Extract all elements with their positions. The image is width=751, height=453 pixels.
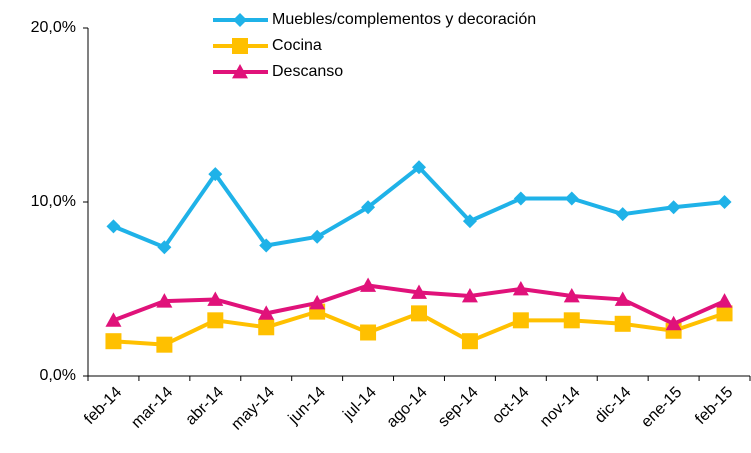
legend-marker [232,64,248,79]
marker [563,312,580,329]
x-tick-label: feb-15 [692,384,736,428]
y-tick-label: 20,0% [31,19,76,36]
marker [310,229,325,244]
x-tick-label: feb-14 [81,384,125,428]
x-tick-label: mar-14 [128,384,176,432]
marker [207,312,224,329]
x-tick-label: nov-14 [537,384,584,431]
marker [156,336,173,353]
x-tick-label: dic-14 [592,384,635,427]
marker [207,291,224,306]
marker [512,312,529,329]
legend-label: Cocina [272,37,322,54]
marker [361,200,376,215]
y-tick-label: 10,0% [31,193,76,210]
x-tick-label: jul-14 [339,384,379,424]
marker [106,219,121,234]
series-line [112,165,725,250]
x-tick-label: abr-14 [182,384,227,429]
marker [717,195,732,209]
marker [105,312,122,327]
marker [309,294,326,310]
marker [513,191,528,206]
legend-marker [232,38,248,54]
marker [462,214,477,229]
x-tick-label: ene-15 [638,384,685,431]
marker [461,287,478,303]
marker [564,191,579,206]
legend-label: Descanso [272,63,343,80]
marker [716,305,733,322]
x-tick-label: jun-14 [285,384,329,428]
marker [563,287,580,303]
marker [614,291,631,306]
marker [360,324,377,341]
x-tick-label: ago-14 [384,384,431,431]
y-tick-label: 0,0% [40,367,76,384]
x-tick-label: may-14 [228,384,278,434]
marker [258,305,275,320]
legend-label: Muebles/complementos y decoración [272,11,536,28]
legend-marker [233,13,247,27]
marker [512,281,529,296]
marker [259,238,274,253]
marker [614,315,631,332]
marker [461,333,478,350]
marker [208,167,223,182]
marker [615,207,630,222]
marker [156,293,173,308]
x-tick-label: oct-14 [489,384,533,428]
marker [360,277,377,292]
marker [411,305,427,322]
marker [665,315,682,331]
marker [412,160,426,175]
marker [716,293,733,308]
marker [157,240,172,255]
x-tick-label: sep-14 [435,384,482,431]
marker [105,333,122,350]
marker [666,200,681,215]
marker [258,319,275,336]
marker [411,284,427,299]
